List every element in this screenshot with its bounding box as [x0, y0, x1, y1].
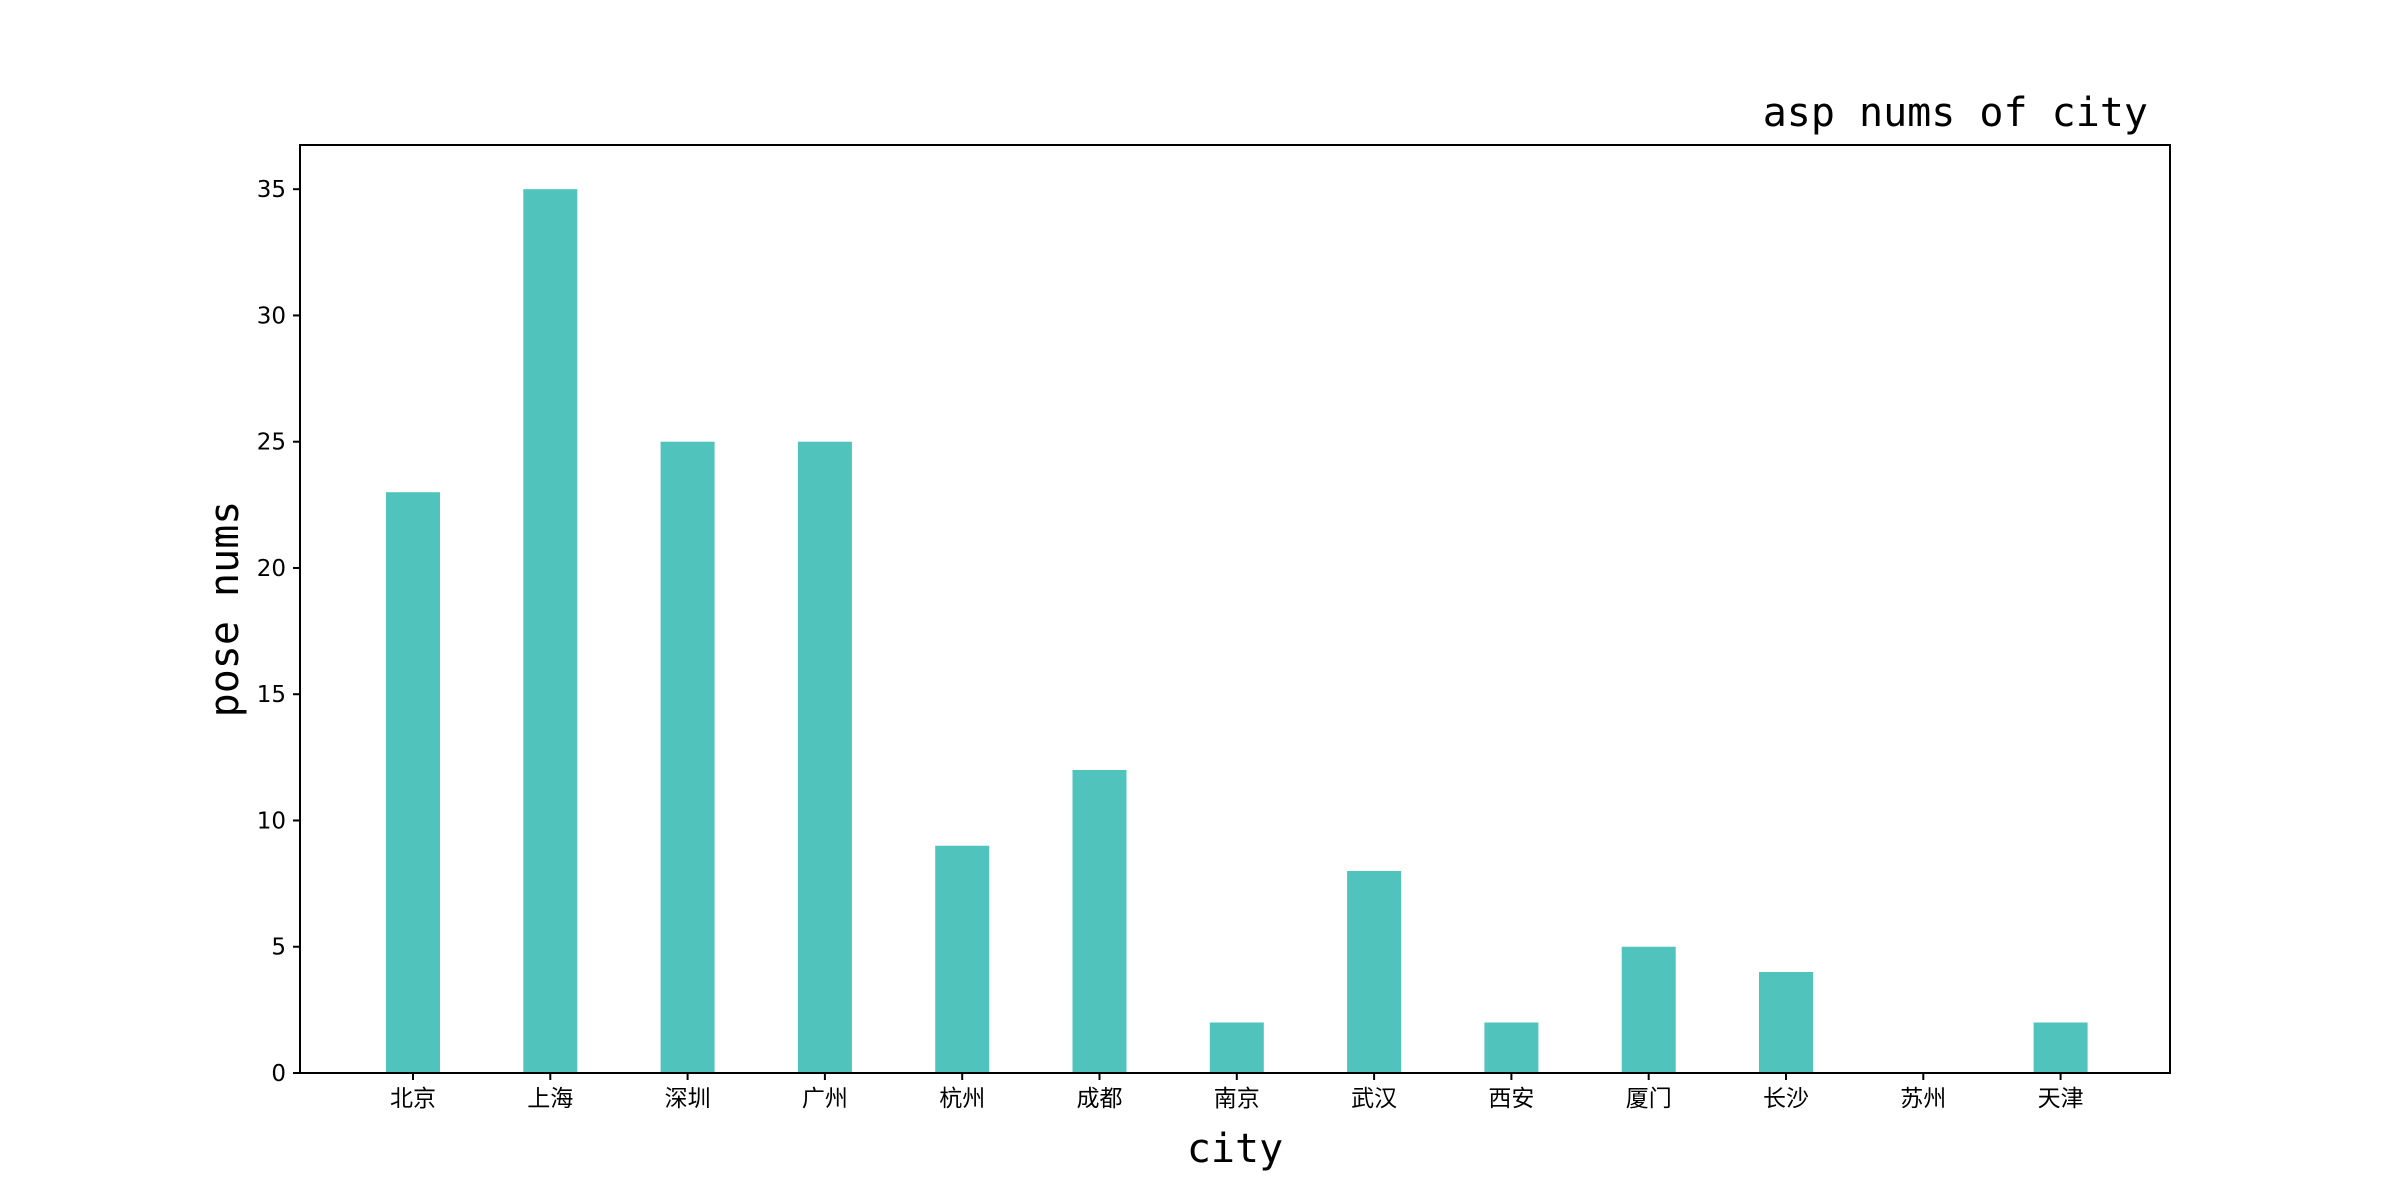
x-tick-label-1: 上海: [527, 1086, 573, 1112]
x-tick-label-10: 长沙: [1763, 1086, 1809, 1112]
bars-layer: [386, 189, 2088, 1074]
x-tick-label-0: 北京: [390, 1086, 436, 1112]
y-axis-title: pose nums: [202, 501, 248, 718]
x-tick-label-8: 西安: [1488, 1086, 1534, 1112]
bar-1: [523, 189, 578, 1073]
bar-4: [935, 845, 990, 1073]
y-tick-label-5: 25: [257, 430, 286, 456]
x-tick-label-12: 天津: [2038, 1086, 2084, 1112]
x-axis: 北京 上海 深圳 广州 杭州 成都 南京 武汉 西安 厦门 长沙 苏州 天津: [390, 1073, 2084, 1112]
bar-3: [797, 441, 852, 1074]
x-tick-label-3: 广州: [802, 1086, 848, 1112]
bar-12: [2033, 1022, 2088, 1073]
x-tick-label-11: 苏州: [1900, 1086, 1946, 1112]
y-tick-label-2: 10: [257, 808, 286, 834]
bar-2: [660, 441, 715, 1074]
y-tick-label-1: 5: [271, 935, 286, 961]
plot-frame: [299, 144, 2171, 1074]
y-tick-label-7: 35: [257, 177, 286, 203]
x-tick-label-2: 深圳: [665, 1086, 711, 1112]
x-tick-label-7: 武汉: [1351, 1086, 1397, 1112]
bar-8: [1484, 1022, 1539, 1073]
y-tick-label-6: 30: [257, 303, 286, 329]
x-tick-label-4: 杭州: [939, 1086, 985, 1112]
bar-0: [386, 492, 440, 1074]
bar-7: [1347, 870, 1402, 1073]
x-tick-label-5: 成都: [1077, 1086, 1123, 1112]
bar-10: [1759, 971, 1813, 1073]
bar-9: [1621, 946, 1676, 1073]
y-axis: 0 5 10 15 20 25 30 35: [257, 177, 300, 1087]
bar-6: [1209, 1022, 1264, 1073]
y-tick-label-0: 0: [271, 1061, 286, 1087]
x-axis-title: city: [1187, 1126, 1283, 1172]
bar-5: [1072, 769, 1127, 1073]
y-tick-label-3: 15: [257, 682, 286, 708]
x-tick-label-9: 厦门: [1626, 1086, 1672, 1112]
x-tick-label-6: 南京: [1214, 1086, 1260, 1112]
chart-title: asp nums of city: [1763, 90, 2148, 136]
y-tick-label-4: 20: [257, 556, 286, 582]
